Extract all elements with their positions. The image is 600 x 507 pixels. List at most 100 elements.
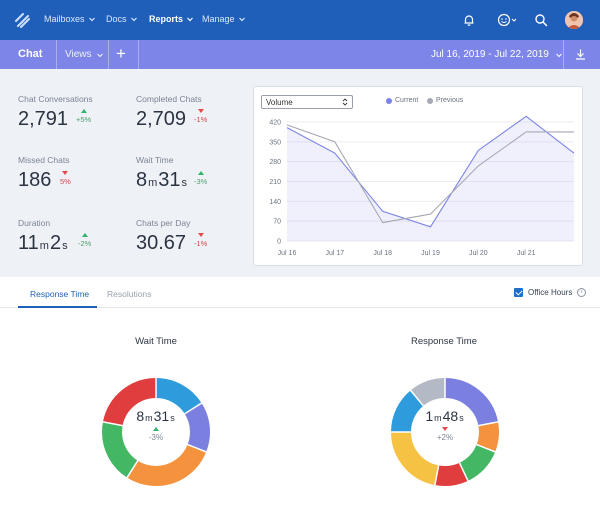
office-hours-toggle: Office Hours i <box>514 288 587 297</box>
logo-icon[interactable] <box>14 12 30 28</box>
donut-segment-3[interactable] <box>102 378 210 486</box>
views-label: Views <box>65 49 92 60</box>
bell-icon[interactable] <box>462 13 476 27</box>
stat-change: -1% <box>194 233 207 248</box>
stat-change: 5% <box>60 171 71 186</box>
seconds-unit: s <box>459 413 464 423</box>
date-range-picker[interactable]: Jul 16, 2019 - Jul 22, 2019 <box>431 49 563 60</box>
info-icon[interactable]: i <box>577 288 587 297</box>
nav-docs-label: Docs <box>106 14 127 24</box>
donut-segment-2[interactable] <box>102 378 210 486</box>
response-time-donut <box>391 378 499 486</box>
stat-missed-chats: Missed Chats 186 <box>18 155 70 192</box>
down-arrow-icon <box>62 171 69 175</box>
select-arrows-icon <box>342 98 348 106</box>
change-text: -3% <box>194 177 208 186</box>
chevron-down-icon <box>96 53 103 57</box>
down-arrow-icon <box>197 233 204 237</box>
nav-mailboxes[interactable]: Mailboxes <box>44 14 96 24</box>
seconds-value: 31 <box>153 408 170 424</box>
chevron-down-icon <box>88 17 95 22</box>
nav-manage-label: Manage <box>202 14 235 24</box>
x-tick-label: Jul 19 <box>421 250 440 257</box>
add-view-button[interactable]: + <box>116 44 126 63</box>
change-text: +5% <box>76 115 92 124</box>
series-line-1 <box>286 124 574 224</box>
stat-value: 30.67 <box>136 232 187 254</box>
tab-resolutions[interactable]: Resolutions <box>107 289 152 299</box>
breakdown-panel: Response Time Resolutions Office Hours i… <box>0 277 600 507</box>
legend-label: Previous <box>436 97 464 104</box>
seconds-value: 48 <box>442 408 459 424</box>
stat-chats-per-day: Chats per Day 30.67 <box>136 218 190 255</box>
minutes-unit: m <box>434 413 442 423</box>
y-tick-label: 210 <box>269 179 281 186</box>
nav-manage[interactable]: Manage <box>202 14 246 24</box>
stat-duration: Duration 11 m 2 s <box>18 218 69 255</box>
stat-value: 8 m 31 s <box>136 169 188 192</box>
x-tick-label: Jul 21 <box>517 250 536 257</box>
divider <box>56 40 57 69</box>
chevron-down-icon <box>187 17 193 22</box>
legend-previous[interactable]: Previous <box>427 97 463 104</box>
chevron-down-icon <box>130 17 137 22</box>
nav-mailboxes-label: Mailboxes <box>44 14 85 24</box>
segment-gap <box>187 443 207 453</box>
change-text: 5% <box>60 177 71 186</box>
seconds-value: 31 <box>158 169 181 191</box>
change-text: -2% <box>78 239 92 248</box>
segment-gap <box>410 389 424 407</box>
stat-change: -3% <box>194 171 207 186</box>
stat-value: 2,791 <box>18 108 69 130</box>
stat-label: Wait Time <box>136 155 174 165</box>
wait-time-title: Wait Time <box>135 336 177 347</box>
nav-reports[interactable]: Reports <box>149 14 194 24</box>
stat-wait-time: Wait Time 8 m 31 s <box>136 155 188 192</box>
divider <box>563 40 564 69</box>
x-tick-label: Jul 20 <box>469 250 488 257</box>
minutes-unit: m <box>39 240 49 252</box>
minutes-value: 8 <box>136 408 145 424</box>
y-tick-label: 140 <box>269 199 281 206</box>
down-arrow-icon <box>197 109 204 113</box>
active-tab-indicator <box>18 306 97 308</box>
stat-chat-conversations: Chat Conversations 2,791 <box>18 94 93 131</box>
seconds-value: 2 <box>49 232 62 254</box>
chevron-down-icon <box>238 17 245 22</box>
metric-select[interactable]: Volume <box>261 95 353 109</box>
office-hours-checkbox[interactable] <box>514 288 523 297</box>
stat-label: Completed Chats <box>136 94 202 104</box>
segment-gap <box>184 402 202 415</box>
avatar[interactable] <box>565 11 583 29</box>
donut-value: 8 m 31 s <box>116 408 196 424</box>
stat-value: 186 <box>18 169 52 191</box>
nav-reports-label: Reports <box>149 14 184 24</box>
segment-gap <box>126 460 139 478</box>
sub-header: Chat Views + Jul 16, 2019 - Jul 22, 2019 <box>0 40 600 69</box>
up-arrow-icon <box>81 233 88 237</box>
series-line-0 <box>286 115 575 228</box>
status-face-icon[interactable] <box>497 13 519 27</box>
search-icon[interactable] <box>534 13 548 27</box>
minutes-unit: m <box>145 413 153 423</box>
legend-dot-icon <box>427 97 433 104</box>
stat-value: 11 m 2 s <box>18 232 69 255</box>
stat-label: Duration <box>18 218 51 228</box>
y-tick-label: 70 <box>273 219 281 226</box>
tab-response-time[interactable]: Response Time <box>30 289 90 299</box>
segment-gap <box>476 443 496 453</box>
wait-time-center: 8 m 31 s -3% <box>116 408 196 442</box>
download-icon[interactable] <box>574 48 587 61</box>
donut-segment-1[interactable] <box>391 378 499 486</box>
segment-gap <box>458 462 469 482</box>
segment-gap <box>478 421 499 427</box>
up-arrow-icon <box>80 109 87 113</box>
donut-segment-1[interactable] <box>102 378 210 486</box>
up-arrow-icon <box>153 427 159 431</box>
date-range-label: Jul 16, 2019 - Jul 22, 2019 <box>431 49 549 60</box>
top-nav: Mailboxes Docs Reports Manage <box>0 0 600 40</box>
nav-docs[interactable]: Docs <box>106 14 138 24</box>
donut-segment-3[interactable] <box>391 378 499 486</box>
views-dropdown[interactable]: Views <box>65 49 104 60</box>
legend-current[interactable]: Current <box>386 97 418 104</box>
